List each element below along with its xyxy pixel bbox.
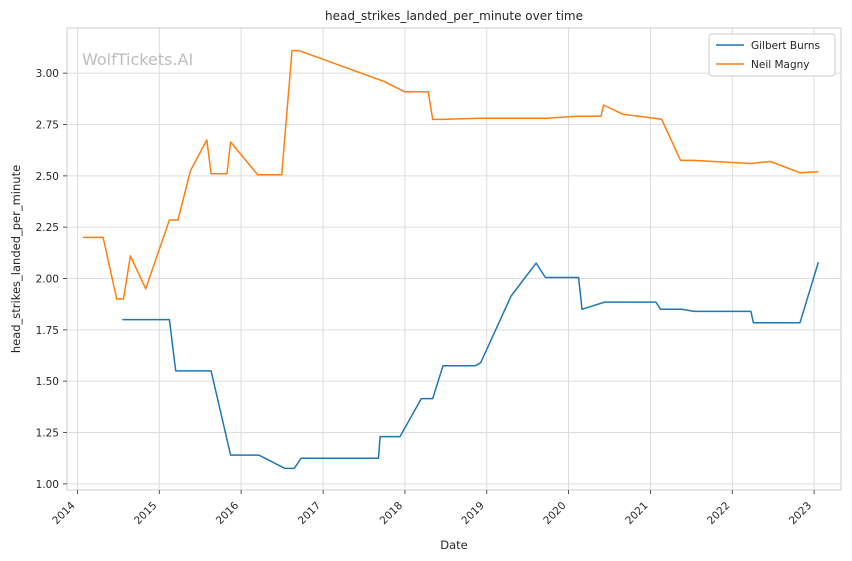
y-tick-label: 2.25 — [36, 222, 59, 234]
legend: Gilbert Burns Neil Magny — [708, 33, 836, 77]
y-tick-label: 1.00 — [36, 479, 59, 491]
series-line-gilbert-burns — [122, 261, 820, 470]
plot-area-frame — [66, 27, 842, 491]
chart-title: head_strikes_landed_per_minute over time — [325, 9, 583, 23]
legend-label-gilbert-burns: Gilbert Burns — [751, 40, 820, 52]
y-tick-label: 2.00 — [36, 274, 59, 286]
grid — [67, 28, 841, 490]
y-tick-label: 2.50 — [36, 171, 59, 183]
series-line-neil-magny — [82, 49, 819, 300]
legend-label-neil-magny: Neil Magny — [751, 59, 810, 71]
y-tick-label: 1.50 — [36, 376, 59, 388]
y-tick-label: 2.75 — [36, 120, 59, 132]
y-tick-label: 1.25 — [36, 428, 59, 440]
series-lines — [82, 49, 820, 470]
watermark: WolfTickets.AI — [82, 50, 193, 69]
y-tick-label: 1.75 — [36, 325, 59, 337]
y-tick-label: 3.00 — [36, 68, 59, 80]
y-axis-title: head_strikes_landed_per_minute — [9, 165, 23, 353]
x-axis-title: Date — [440, 538, 468, 552]
